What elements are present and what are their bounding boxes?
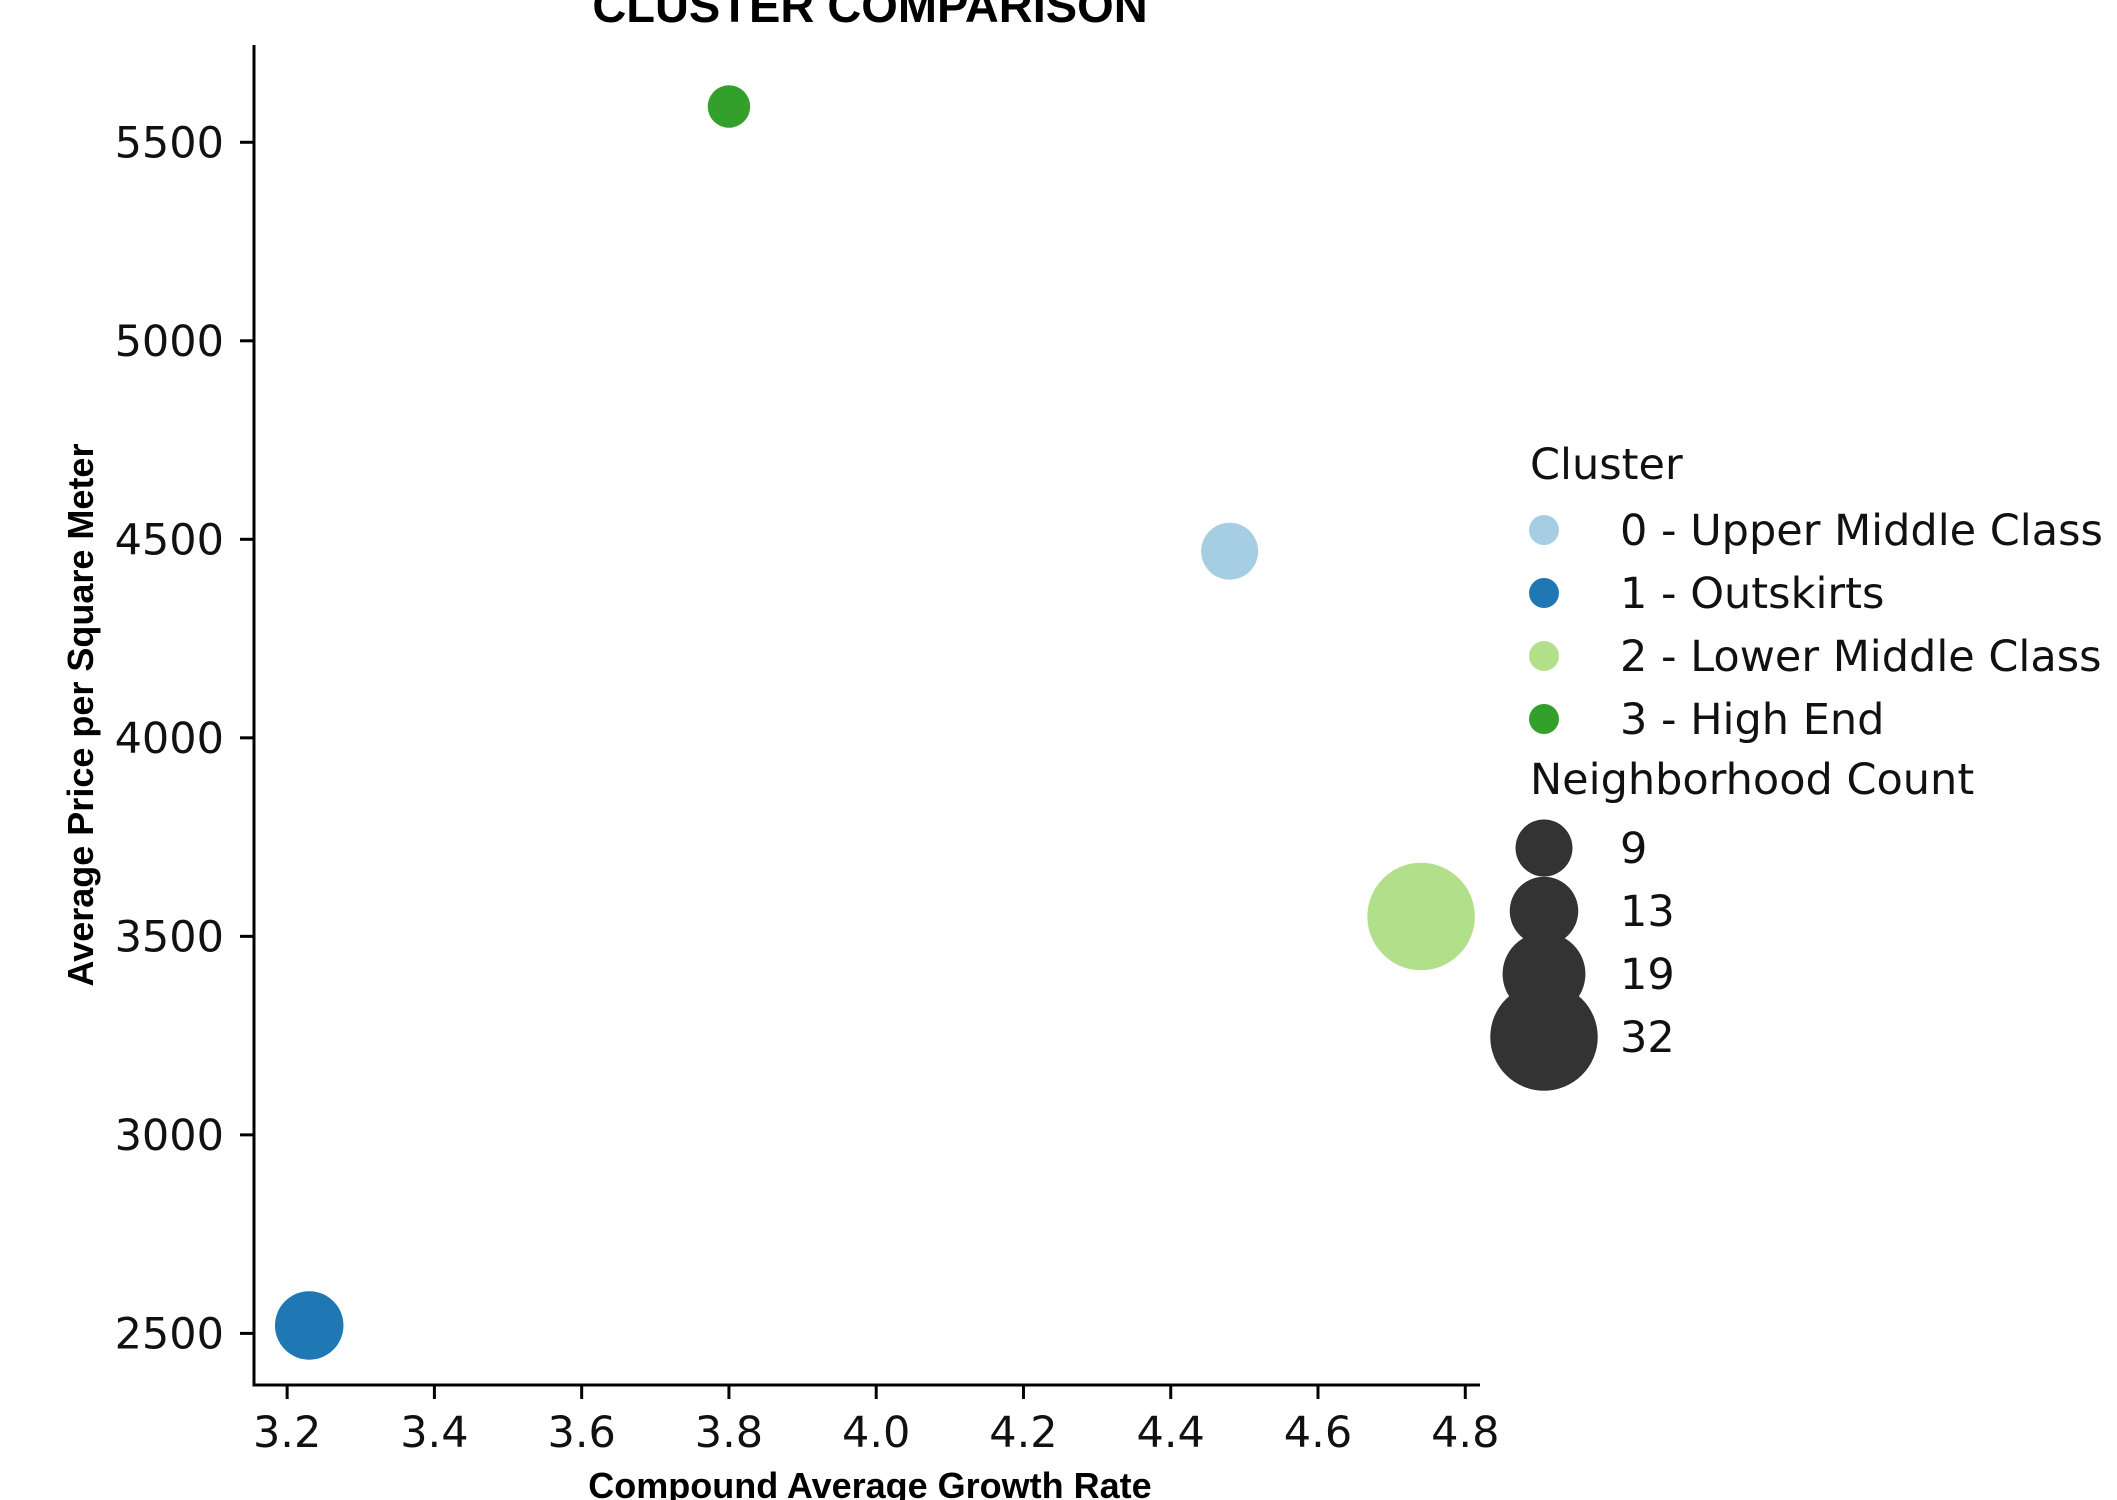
legend: Cluster 0 - Upper Middle Class 1 - Outski… <box>1490 440 2103 1091</box>
x-tick-label: 3.6 <box>547 1408 615 1458</box>
x-tick-label: 3.4 <box>400 1408 468 1458</box>
cluster-point <box>707 85 751 128</box>
legend-size-label: 19 <box>1620 950 1675 1000</box>
legend-hue-marker <box>1529 704 1559 734</box>
legend-hue-label: 0 - Upper Middle Class <box>1620 506 2103 556</box>
legend-size-entries: 9 13 19 32 <box>1490 819 1675 1091</box>
chart-title: CLUSTER COMPARISON <box>592 0 1147 32</box>
legend-hue-label: 1 - Outskirts <box>1620 569 1884 619</box>
cluster-point <box>274 1291 344 1360</box>
legend-hue-entries: 0 - Upper Middle Class 1 - Outskirts 2 - L… <box>1529 506 2103 745</box>
cluster-point <box>1201 522 1259 580</box>
legend-hue-marker <box>1529 515 1559 545</box>
y-tick-label: 2500 <box>115 1309 224 1359</box>
legend-size-label: 13 <box>1620 887 1675 937</box>
x-axis-title: Compound Average Growth Rate <box>588 1465 1151 1500</box>
x-tick-label: 4.2 <box>989 1408 1057 1458</box>
y-tick-label: 5500 <box>115 118 224 168</box>
data-points <box>274 85 1475 1360</box>
y-tick-label: 4000 <box>115 714 224 764</box>
legend-hue-label: 2 - Lower Middle Class <box>1620 632 2102 682</box>
x-tick-label: 3.8 <box>695 1408 763 1458</box>
y-tick-label: 3500 <box>115 912 224 962</box>
x-tick-label: 4.6 <box>1284 1408 1352 1458</box>
x-tick-label: 4.0 <box>842 1408 910 1458</box>
legend-hue-title: Cluster <box>1530 440 1683 490</box>
x-tick-label: 3.2 <box>253 1408 321 1458</box>
legend-hue-marker <box>1529 578 1559 608</box>
y-tick-label: 4500 <box>115 515 224 565</box>
legend-size-marker <box>1515 819 1573 877</box>
cluster-point <box>1367 862 1475 971</box>
legend-hue-marker <box>1529 641 1559 671</box>
legend-size-marker <box>1490 983 1598 1091</box>
x-tick-label: 4.4 <box>1137 1408 1205 1458</box>
legend-size-label: 9 <box>1620 824 1647 874</box>
legend-size-marker <box>1509 876 1579 946</box>
y-tick-label: 3000 <box>115 1111 224 1161</box>
y-axis-title: Average Price per Square Meter <box>60 444 101 987</box>
x-ticks: 3.2 3.4 3.6 3.8 4.0 4.2 4.4 4.6 4.8 <box>253 1385 1499 1458</box>
legend-hue-label: 3 - High End <box>1620 695 1884 745</box>
x-tick-label: 4.8 <box>1431 1408 1499 1458</box>
y-tick-label: 5000 <box>115 317 224 367</box>
legend-size-title: Neighborhood Count <box>1530 755 1974 805</box>
axes <box>252 45 1480 1387</box>
y-ticks: 2500 3000 3500 4000 4500 5000 5500 <box>115 118 254 1359</box>
legend-size-label: 32 <box>1620 1013 1675 1063</box>
